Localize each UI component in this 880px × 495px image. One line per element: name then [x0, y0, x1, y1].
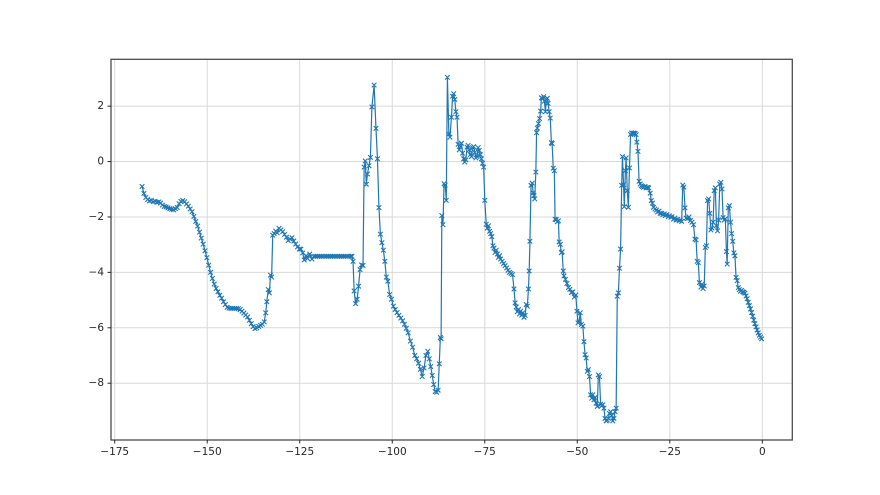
- x-tick-label: −25: [659, 446, 681, 458]
- data-series-markers: [139, 74, 765, 424]
- x-tick-label: −75: [474, 446, 496, 458]
- x-tick-label: −100: [378, 446, 407, 458]
- y-tick-label: −6: [89, 322, 105, 334]
- x-tick-label: −175: [100, 446, 129, 458]
- x-tick-label: 0: [759, 446, 766, 458]
- y-tick-label: −8: [89, 377, 104, 389]
- x-tick-label: −150: [193, 446, 222, 458]
- y-tick-label: −2: [89, 211, 104, 223]
- y-tick-label: 0: [97, 156, 104, 168]
- axes-frame: [110, 58, 793, 441]
- y-tick-label: 2: [97, 100, 104, 112]
- x-tick-label: −125: [285, 446, 314, 458]
- y-tick-label: −4: [89, 266, 105, 278]
- x-tick-label: −50: [566, 446, 588, 458]
